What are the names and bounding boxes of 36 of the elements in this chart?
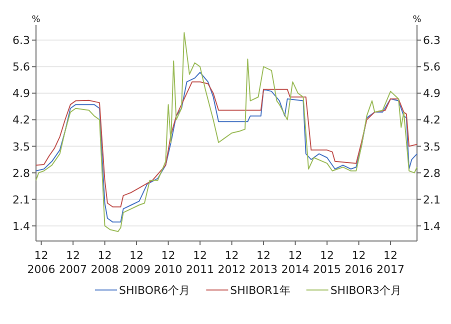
y2-tick-label: 1.4 [423, 220, 440, 233]
x-tick-label: 12 2017 [376, 249, 405, 276]
x-tick-label: 12 2014 [281, 249, 310, 276]
x-tick-label: 12 2009 [122, 249, 151, 276]
x-tick-label: 12 2007 [59, 249, 88, 276]
x-tick-label: 12 2013 [250, 249, 278, 276]
x-tick-label: 12 2008 [90, 249, 119, 276]
y2-tick-label: 6.3 [423, 34, 440, 48]
y2-tick-label: 4.2 [423, 114, 440, 127]
y-tick-label: 5.6 [12, 60, 30, 74]
y2-tick-label: 3.5 [423, 140, 440, 154]
y-tick-label: 1.4 [12, 220, 30, 233]
line-series [36, 32, 418, 232]
x-tick-label: 12 2012 [218, 249, 246, 276]
y-tick-label: 6.3 [12, 34, 30, 48]
legend-label: SHIBOR6个月 [119, 284, 190, 297]
line-series [36, 81, 418, 208]
y2-tick-label: 2.8 [423, 166, 440, 180]
y-tick-label: 3.5 [12, 140, 30, 154]
x-tick-label: 12 2016 [344, 249, 373, 276]
y2-tick-label: 2.1 [423, 193, 440, 206]
legend-label: SHIBOR3个月 [330, 284, 402, 297]
y-tick-label: 4.9 [12, 87, 30, 100]
y-tick-label: 2.8 [12, 166, 30, 180]
x-tick-label: 12 2011 [186, 249, 214, 276]
y2-tick-label: 5.6 [423, 60, 440, 74]
y-tick-label: 2.1 [12, 193, 30, 206]
x-tick-label: 12 2015 [313, 249, 342, 276]
legend-label: SHIBOR1年 [230, 284, 290, 297]
y2-axis-title: % [412, 15, 422, 25]
y-axis-title: % [32, 15, 41, 25]
y2-tick-label: 4.9 [423, 87, 440, 100]
line-series [36, 72, 418, 223]
x-tick-label: 12 2006 [27, 249, 56, 276]
y-tick-label: 4.2 [12, 114, 30, 127]
x-tick-label: 12 2010 [154, 249, 182, 276]
